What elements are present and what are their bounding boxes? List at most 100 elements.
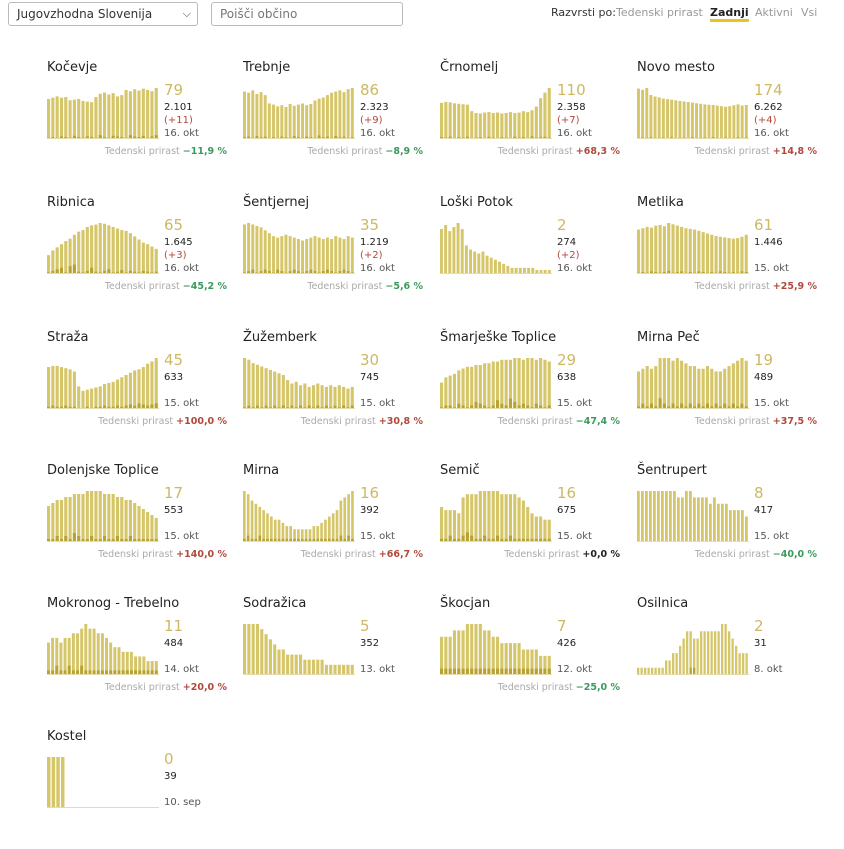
sparkline-bar <box>85 389 89 409</box>
sparkline-new-cases-bar <box>465 668 469 675</box>
sparkline-bar <box>491 491 495 542</box>
sparkline-bar <box>141 367 145 409</box>
sparkline-bar <box>700 631 703 675</box>
sparkline-bar <box>543 359 547 409</box>
sparkline-bar <box>736 238 740 274</box>
weekly-growth: Tedenski prirast −11,9 % <box>105 146 227 157</box>
sparkline-bar <box>51 365 55 409</box>
municipality-name: Žužemberk <box>243 330 317 345</box>
sparkline-new-cases-bar <box>111 406 115 409</box>
sparkline-bar <box>487 363 491 409</box>
municipality-card[interactable]: Novo mesto 174 6.262 (+4) 16. okt Tedenski pr… <box>637 60 817 180</box>
sparkline-bar <box>267 233 271 274</box>
sparkline-bar <box>448 636 452 675</box>
sparkline-bar <box>654 366 658 409</box>
sparkline-bar <box>714 631 717 675</box>
municipality-card[interactable]: Žužemberk 30 745 15. okt Tedenski prirast +30… <box>243 330 423 450</box>
daily-delta: (+7) <box>557 115 580 126</box>
sparkline-bar <box>483 112 487 139</box>
municipality-card[interactable]: Škocjan 7 426 12. okt Tedenski prirast −25,0 … <box>440 596 620 716</box>
weekly-growth: Tedenski prirast +68,3 % <box>498 146 620 157</box>
daily-delta: (+2) <box>557 250 580 261</box>
sparkline-new-cases-bar <box>146 271 150 274</box>
sparkline-bar <box>640 667 643 675</box>
sparkline-new-cases-bar <box>521 538 525 542</box>
sparkline-bar <box>90 491 94 542</box>
region-select[interactable]: Jugovzhodna Slovenija ⌵ <box>8 2 198 26</box>
sparkline-bar <box>347 494 350 542</box>
sparkline-bar <box>448 375 452 409</box>
sparkline-new-cases-bar <box>247 136 251 139</box>
municipality-card[interactable]: Šentrupert 8 417 15. okt Tedenski prirast −40… <box>637 463 817 583</box>
municipality-card[interactable]: Mokronog - Trebelno 11 484 14. okt Tedenski … <box>47 596 227 716</box>
sparkline-new-cases-bar <box>100 670 104 675</box>
sparkline-bar <box>133 89 137 139</box>
toolbar: Jugovzhodna Slovenija ⌵ Razvrsti po: Ted… <box>0 0 844 32</box>
sparkline-bar <box>483 363 487 409</box>
sparkline-bar <box>714 371 718 409</box>
latest-count: 0 <box>164 750 174 768</box>
sparkline-new-cases-bar <box>285 538 289 542</box>
sparkline-bar <box>521 649 525 675</box>
sparkline-new-cases-bar <box>68 406 72 409</box>
sparkline-bar <box>675 358 679 409</box>
sparkline-bar <box>701 368 705 409</box>
sparkline-bar <box>661 98 665 139</box>
municipality-card[interactable]: Ribnica 65 1.645 (+3) 16. okt Tedenski priras… <box>47 195 227 315</box>
sparkline-bar <box>304 529 308 542</box>
sparkline-new-cases-bar <box>740 271 744 274</box>
sparkline-new-cases-bar <box>543 668 547 675</box>
last-date: 12. okt <box>557 664 592 675</box>
municipality-card[interactable]: Mirna 16 392 15. okt Tedenski prirast +66,7 % <box>243 463 423 583</box>
sparkline-bar <box>465 104 469 139</box>
sparkline-new-cases-bar <box>98 135 102 139</box>
sparkline-bar <box>286 654 290 675</box>
sparkline-bar <box>543 269 547 274</box>
sparkline-bar <box>251 90 255 139</box>
sparkline-bar <box>547 361 551 409</box>
sparkline-bar <box>111 226 115 274</box>
sparkline-bar <box>299 654 303 675</box>
municipality-card[interactable]: Semič 16 675 15. okt Tedenski prirast +0,0 % <box>440 463 620 583</box>
municipality-card[interactable]: Črnomelj 110 2.358 (+7) 16. okt Tedenski prir… <box>440 60 620 180</box>
sparkline-bar <box>90 225 94 274</box>
sparkline-bar <box>681 497 684 542</box>
municipality-card[interactable]: Dolenjske Toplice 17 553 15. okt Tedenski pr… <box>47 463 227 583</box>
municipality-search-input[interactable] <box>211 2 403 26</box>
weekly-growth-value: +20,0 % <box>182 682 227 693</box>
municipality-card[interactable]: Šentjernej 35 1.219 (+2) 16. okt Tedenski pri… <box>243 195 423 315</box>
municipality-card[interactable]: Šmarješke Toplice 29 638 15. okt Tedenski pr… <box>440 330 620 450</box>
sort-option-latest[interactable]: Zadnji <box>710 6 749 22</box>
sparkline-bar <box>84 624 88 675</box>
sparkline-new-cases-bar <box>85 136 89 139</box>
sort-option-all[interactable]: Vsi <box>801 6 818 19</box>
sparkline-bar <box>255 364 260 409</box>
municipality-card[interactable]: Trebnje 86 2.323 (+9) 16. okt Tedenski priras… <box>243 60 423 180</box>
municipality-card[interactable]: Mirna Peč 19 489 15. okt Tedenski prirast +37… <box>637 330 817 450</box>
sparkline-bar <box>731 638 734 675</box>
municipality-card[interactable]: Kostel 0 39 10. sep <box>47 729 227 849</box>
sparkline-bar <box>680 226 684 274</box>
municipality-card[interactable]: Kočevje 79 2.101 (+11) 16. okt Tedenski prira… <box>47 60 227 180</box>
sparkline-bar <box>251 363 255 409</box>
sparkline-bar <box>662 226 666 274</box>
sparkline-bar <box>68 100 72 139</box>
municipality-card[interactable]: Osilnica 2 31 8. okt <box>637 596 817 716</box>
sparkline-bar <box>154 661 158 675</box>
municipality-name: Osilnica <box>637 596 689 611</box>
sparkline-new-cases-bar <box>710 406 714 409</box>
municipality-card[interactable]: Sodražica 5 352 13. okt <box>243 596 423 716</box>
sparkline-bar <box>120 230 124 274</box>
municipality-card[interactable]: Straža 45 633 15. okt Tedenski prirast +100,0… <box>47 330 227 450</box>
municipality-card[interactable]: Metlika 61 1.446 15. okt Tedenski prirast +25… <box>637 195 817 315</box>
municipality-card[interactable]: Loški Potok 2 274 (+2) 16. okt <box>440 195 620 315</box>
sparkline-chart <box>47 88 159 139</box>
sparkline-bar <box>72 371 76 409</box>
sort-option-weekly-growth[interactable]: Tedenski prirast <box>616 6 703 19</box>
sort-option-active[interactable]: Aktivni <box>755 6 793 19</box>
sparkline-bar <box>502 263 506 274</box>
last-date: 15. okt <box>557 531 592 542</box>
municipality-name: Loški Potok <box>440 195 513 210</box>
sparkline-bar <box>146 89 150 139</box>
sparkline-bar <box>725 503 728 542</box>
